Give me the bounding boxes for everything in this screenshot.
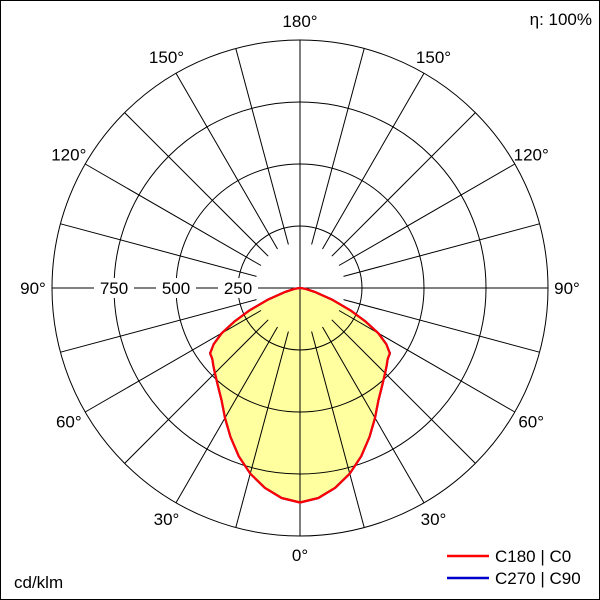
grid-spoke [331, 112, 476, 257]
angle-label: 30° [154, 510, 180, 529]
grid-spoke [311, 331, 365, 528]
angle-label: 120° [514, 146, 549, 165]
grid-spoke [84, 163, 262, 266]
angle-label: 60° [56, 413, 82, 432]
grid-spoke [175, 326, 278, 504]
grid-spoke [124, 319, 269, 464]
grid-spoke [60, 223, 257, 277]
radial-tick-label: 250 [224, 279, 252, 298]
unit-label: cd/klm [14, 573, 63, 592]
grid-spoke [124, 112, 269, 257]
angle-label: 150° [149, 48, 184, 67]
angle-label: 30° [421, 510, 447, 529]
grid-spoke [235, 48, 289, 245]
angle-label: 150° [416, 48, 451, 67]
grid-spoke [343, 223, 540, 277]
series-stroke [209, 286, 391, 504]
grid-spoke [311, 48, 365, 245]
legend-label-c0: C180 | C0 [495, 547, 571, 566]
efficiency-label: η: 100% [530, 10, 592, 29]
grid-spoke [175, 72, 278, 250]
angle-label: 90° [20, 279, 46, 298]
angle-label: 120° [51, 146, 86, 165]
polar-grid: 250 500 750 0° 30° 30° 60° 60° 90° 90° 120° 120° 150… [20, 12, 580, 565]
grid-spoke [331, 319, 476, 464]
angle-label: 60° [518, 413, 544, 432]
grid-spoke [343, 299, 540, 353]
radial-label-backing [156, 278, 196, 298]
grid-spoke [338, 163, 516, 266]
radial-tick-label: 750 [100, 279, 128, 298]
radial-tick-label: 500 [162, 279, 190, 298]
grid-spoke [322, 72, 425, 250]
grid-spoke [235, 331, 289, 528]
grid-spoke [84, 310, 262, 413]
legend-label-c90: C270 | C90 [495, 569, 581, 588]
angle-label: 180° [282, 12, 317, 31]
angle-label: 90° [554, 279, 580, 298]
grid-spoke [322, 326, 425, 504]
radial-label-backing [94, 278, 134, 298]
grid-spoke [338, 310, 516, 413]
legend: C180 | C0 C270 | C90 [447, 547, 581, 588]
grid-spoke [60, 299, 257, 353]
series-stroke-layer [209, 286, 391, 504]
radial-label-backing [218, 278, 258, 298]
angle-label: 0° [292, 546, 308, 565]
